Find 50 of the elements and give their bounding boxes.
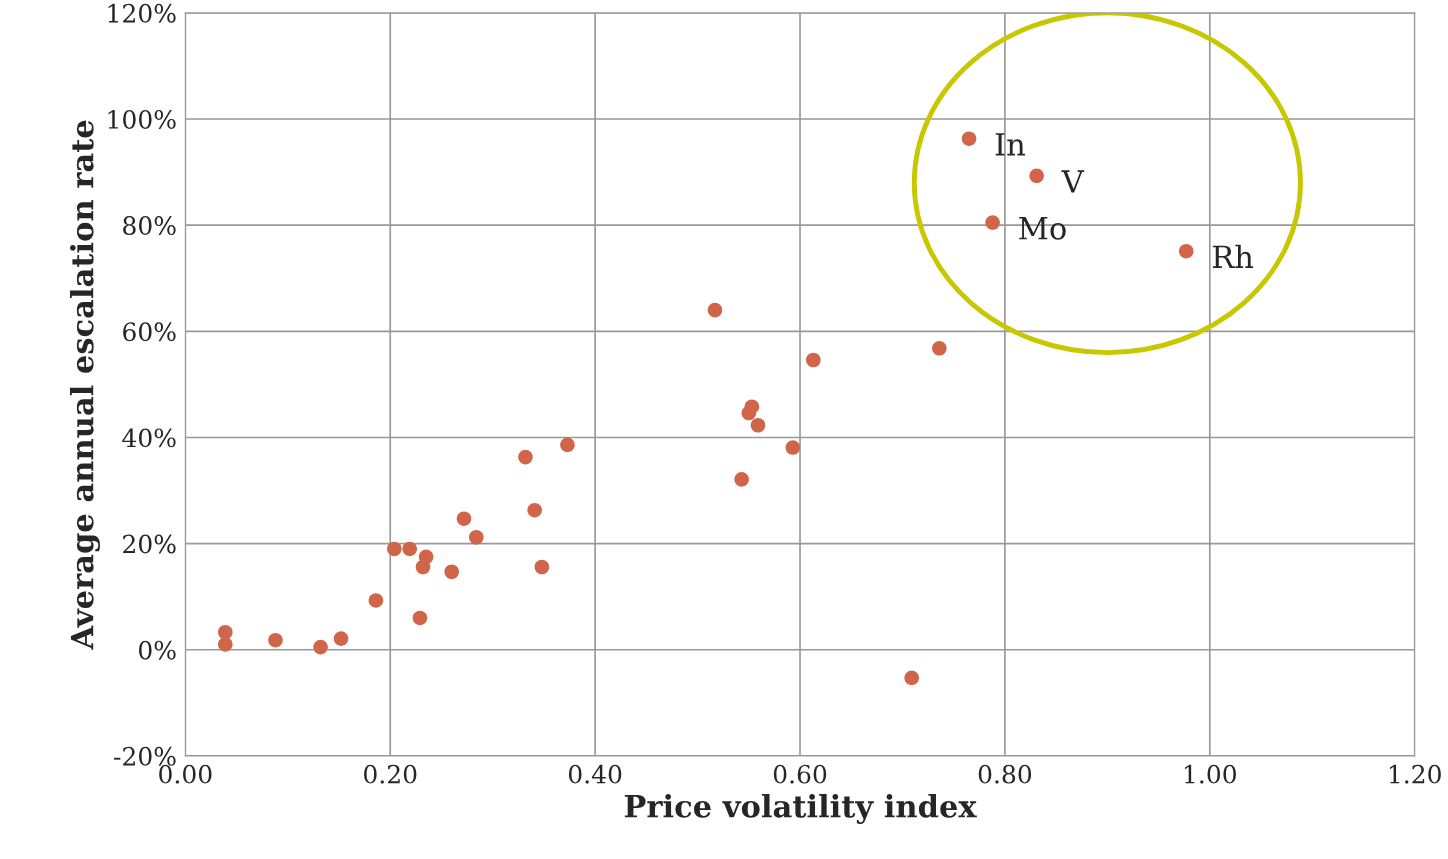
annotation: V	[1061, 170, 1085, 193]
x-tick-label: 0.00	[159, 764, 212, 784]
point	[218, 637, 233, 652]
x-tick-label: 0.60	[773, 764, 827, 784]
point	[707, 302, 723, 318]
point	[534, 559, 550, 575]
point	[527, 502, 542, 518]
x-tick-label: 0.80	[978, 764, 1032, 784]
annotation: In	[995, 133, 1025, 156]
point	[744, 399, 760, 414]
point	[218, 624, 233, 640]
point	[961, 131, 977, 146]
point	[560, 437, 575, 453]
y-axis-title: Average annual escalation rate	[69, 120, 100, 650]
y-tick-label: 0%	[139, 640, 176, 660]
y-tick-label: 80%	[123, 216, 176, 236]
x-tick-label: 0.40	[568, 764, 622, 784]
point	[518, 449, 533, 465]
annotation: Mo	[1019, 217, 1066, 240]
y-tick-label: 120%	[108, 3, 176, 23]
point	[750, 417, 766, 433]
point	[444, 564, 459, 580]
point	[456, 511, 472, 526]
x-tick-label: 1.00	[1185, 764, 1236, 784]
point	[932, 341, 947, 356]
point	[368, 593, 384, 608]
y-tick-label: 20%	[123, 534, 176, 554]
point	[333, 631, 349, 646]
point	[904, 670, 919, 686]
point	[268, 632, 283, 648]
y-tick-label: 100%	[108, 109, 176, 129]
point	[806, 352, 821, 368]
point	[985, 215, 1000, 230]
x-tick-label: 1.20	[1389, 764, 1441, 784]
point	[785, 440, 801, 455]
x-axis-title: Price volatility index	[624, 794, 977, 825]
point	[469, 529, 484, 545]
point	[412, 610, 428, 626]
point	[734, 472, 749, 487]
point	[402, 541, 417, 557]
point	[387, 541, 402, 557]
x-tick-label: 0.20	[364, 764, 417, 784]
point	[313, 639, 328, 655]
point	[1178, 243, 1194, 259]
annotation: Rh	[1212, 244, 1254, 268]
point	[418, 549, 434, 565]
y-tick-label: -20%	[114, 746, 176, 766]
y-tick-label: 60%	[123, 322, 176, 342]
point	[1029, 168, 1044, 184]
y-tick-label: 40%	[122, 428, 176, 448]
